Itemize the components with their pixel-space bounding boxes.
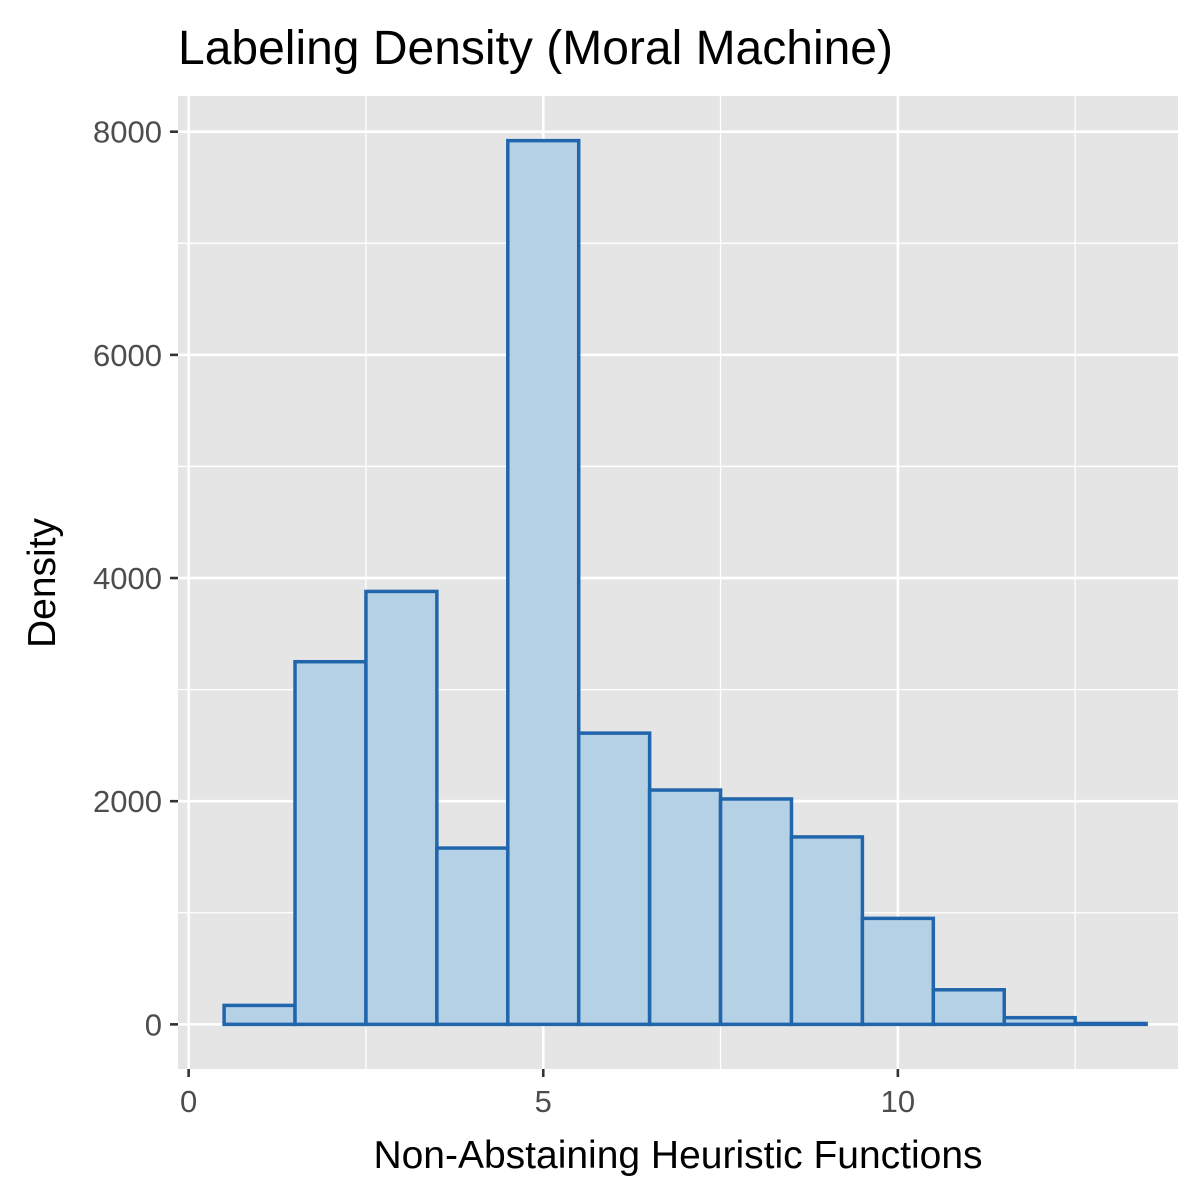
- histogram-bar: [293, 659, 368, 1027]
- histogram-bar: [364, 589, 439, 1027]
- histogram-bar: [647, 788, 723, 1027]
- histogram-bars: [222, 138, 1148, 1027]
- histogram-bar: [1073, 1021, 1148, 1027]
- histogram-bar: [931, 988, 1006, 1027]
- histogram-bar: [1002, 1015, 1077, 1027]
- histogram-bar: [789, 835, 865, 1027]
- y-axis-title: Density: [21, 517, 64, 648]
- histogram-bar: [435, 846, 510, 1027]
- x-axis: 0 5 10: [180, 1069, 915, 1119]
- histogram-bar: [860, 916, 936, 1027]
- y-axis: 0 2000 4000 6000 8000: [93, 115, 178, 1042]
- histogram-bar: [718, 797, 794, 1027]
- y-tick-label: 8000: [93, 115, 162, 150]
- y-tick-label: 2000: [93, 784, 162, 819]
- x-tick-label: 10: [881, 1084, 915, 1119]
- histogram-bar: [576, 731, 652, 1027]
- histogram-bar: [506, 138, 581, 1027]
- y-tick-label: 0: [145, 1007, 162, 1042]
- y-tick-label: 6000: [93, 338, 162, 373]
- chart-title: Labeling Density (Moral Machine): [178, 22, 893, 75]
- x-tick-label: 5: [535, 1084, 552, 1119]
- x-tick-label: 0: [180, 1084, 197, 1119]
- x-axis-title: Non-Abstaining Heuristic Functions: [373, 1134, 982, 1177]
- y-tick-label: 4000: [93, 561, 162, 596]
- histogram-bar: [222, 1003, 297, 1027]
